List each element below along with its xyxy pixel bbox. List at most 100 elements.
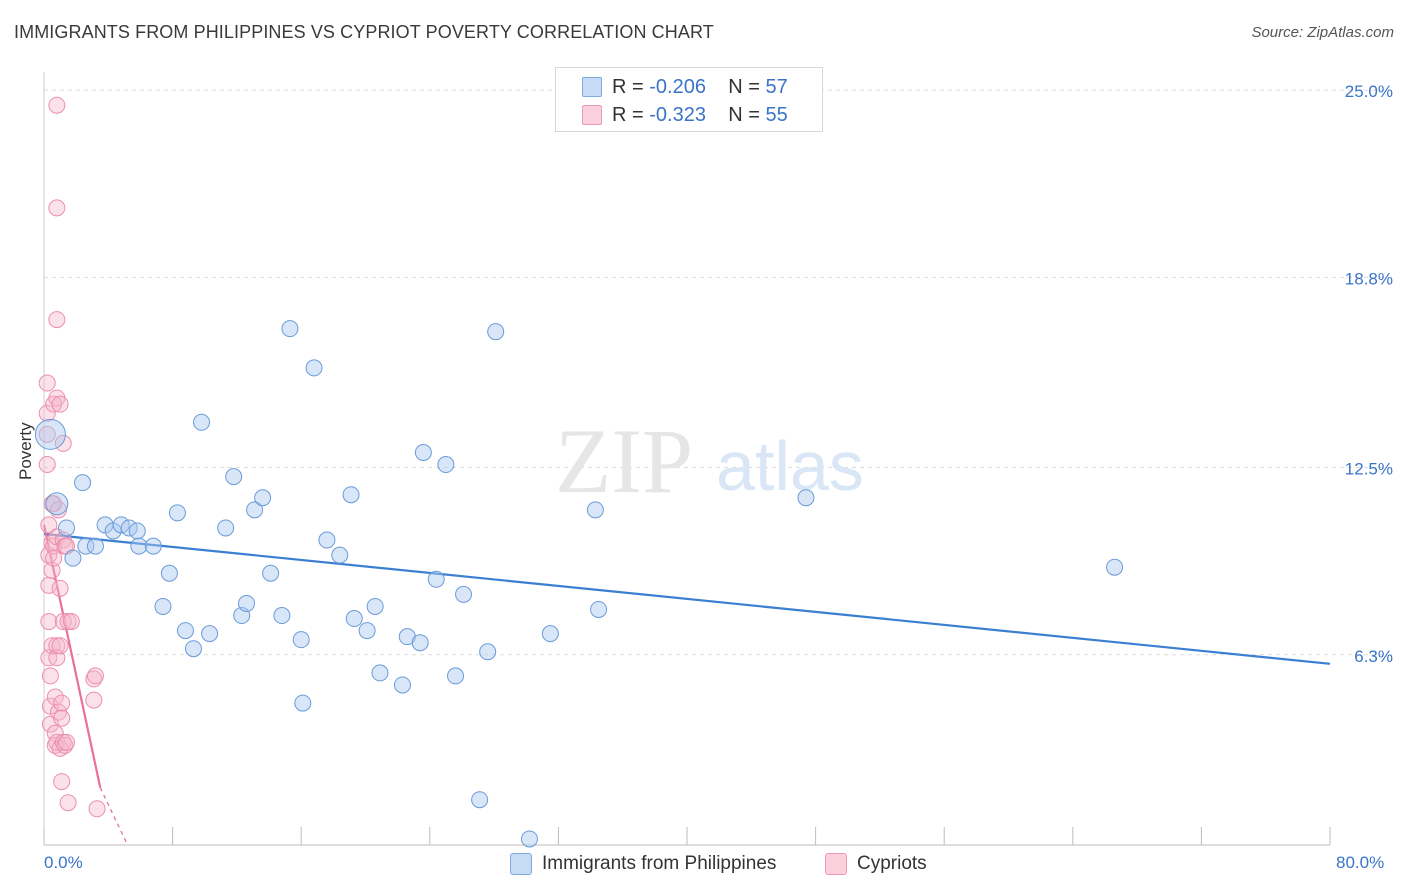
legend-swatch-blue xyxy=(510,853,532,875)
point-philippines xyxy=(797,489,815,507)
point-philippines xyxy=(281,320,299,338)
point-philippines xyxy=(294,694,312,712)
point-philippines xyxy=(479,643,497,661)
x-max-label: 80.0% xyxy=(1336,853,1385,872)
point-philippines xyxy=(273,607,291,625)
legend-swatch-blue xyxy=(582,77,602,97)
point-philippines xyxy=(358,622,376,640)
watermark-zip: ZIP xyxy=(555,410,693,512)
point-cypriots xyxy=(53,709,71,727)
trend-lines xyxy=(42,524,1331,846)
trend-line-philippines xyxy=(43,532,1331,665)
point-philippines xyxy=(345,610,363,628)
point-philippines xyxy=(427,570,445,588)
point-cypriots xyxy=(86,667,104,685)
point-cypriots xyxy=(51,395,69,413)
point-philippines xyxy=(455,585,473,603)
point-philippines xyxy=(414,443,432,461)
y-axis-label: Poverty xyxy=(16,422,35,480)
point-cypriots xyxy=(85,670,103,688)
legend-label: Immigrants from Philippines xyxy=(542,853,777,874)
y-tick-label: 25.0% xyxy=(1345,82,1393,101)
trend-line-cypriots xyxy=(42,524,102,788)
point-philippines xyxy=(586,501,604,519)
point-cypriots xyxy=(51,637,69,655)
point-cypriots xyxy=(51,579,69,597)
point-philippines xyxy=(160,564,178,582)
y-tick-label: 18.8% xyxy=(1345,269,1393,288)
legend-n-label: N = xyxy=(728,104,760,126)
point-philippines xyxy=(246,501,264,519)
point-cypriots xyxy=(40,516,58,534)
y-tick-labels: 6.3% 12.5% 18.8% 25.0% xyxy=(1345,82,1393,666)
y-tick-label: 12.5% xyxy=(1345,460,1393,479)
point-philippines xyxy=(331,546,349,564)
point-philippines xyxy=(305,359,323,377)
point-philippines xyxy=(130,537,148,555)
point-philippines xyxy=(366,597,384,615)
watermark: ZIP atlas xyxy=(555,410,864,512)
point-philippines xyxy=(144,537,162,555)
point-cypriots xyxy=(40,613,58,631)
point-cypriots xyxy=(38,374,56,392)
point-philippines xyxy=(74,474,92,492)
legend-r-value: -0.323 xyxy=(649,104,706,126)
point-cypriots xyxy=(85,691,103,709)
point-cypriots xyxy=(59,794,77,812)
data-points xyxy=(34,96,1124,848)
point-cypriots xyxy=(58,733,76,751)
legend-r-label: R = xyxy=(612,76,644,98)
point-philippines xyxy=(34,418,66,450)
legend-n-value: 57 xyxy=(765,76,788,98)
point-philippines xyxy=(487,323,505,341)
point-philippines xyxy=(154,597,172,615)
point-cypriots xyxy=(53,694,71,712)
legend-label: Cypriots xyxy=(857,853,927,874)
point-philippines xyxy=(262,564,280,582)
point-philippines xyxy=(193,413,211,431)
y-tick-label: 6.3% xyxy=(1354,647,1393,666)
chart-title: IMMIGRANTS FROM PHILIPPINES VS CYPRIOT P… xyxy=(14,22,714,42)
point-cypriots xyxy=(48,311,66,329)
stats-legend: R = -0.206 N = 57 R = -0.323 N = 55 xyxy=(555,67,823,132)
point-philippines xyxy=(86,537,104,555)
point-cypriots xyxy=(48,199,66,217)
point-philippines xyxy=(217,519,235,537)
point-philippines xyxy=(520,830,538,848)
point-cypriots xyxy=(48,96,66,114)
legend-swatch-pink xyxy=(825,853,847,875)
point-philippines xyxy=(225,468,243,486)
point-philippines xyxy=(184,640,202,658)
point-philippines xyxy=(471,791,489,809)
trend-line-cypriots-extension xyxy=(99,787,129,846)
point-philippines xyxy=(437,456,455,474)
point-cypriots xyxy=(45,549,63,567)
point-philippines xyxy=(58,519,76,537)
point-philippines xyxy=(176,622,194,640)
point-cypriots xyxy=(38,456,56,474)
point-philippines xyxy=(128,522,146,540)
grid-lines xyxy=(44,89,1392,656)
point-philippines xyxy=(64,549,82,567)
point-philippines xyxy=(318,531,336,549)
legend-r-label: R = xyxy=(612,104,644,126)
point-cypriots xyxy=(38,425,56,443)
point-cypriots xyxy=(41,667,59,685)
point-philippines xyxy=(168,504,186,522)
point-cypriots xyxy=(54,434,72,452)
point-philippines xyxy=(411,634,429,652)
chart-source: Source: ZipAtlas.com xyxy=(1251,24,1394,41)
point-philippines xyxy=(447,667,465,685)
legend-n-label: N = xyxy=(728,76,760,98)
point-philippines xyxy=(292,631,310,649)
point-philippines xyxy=(254,489,272,507)
point-philippines xyxy=(342,486,360,504)
point-philippines xyxy=(238,594,256,612)
point-philippines xyxy=(201,625,219,643)
point-philippines xyxy=(371,664,389,682)
axes xyxy=(43,72,1331,846)
x-min-label: 0.0% xyxy=(44,853,83,872)
point-cypriots xyxy=(88,800,106,818)
point-philippines xyxy=(77,537,95,555)
